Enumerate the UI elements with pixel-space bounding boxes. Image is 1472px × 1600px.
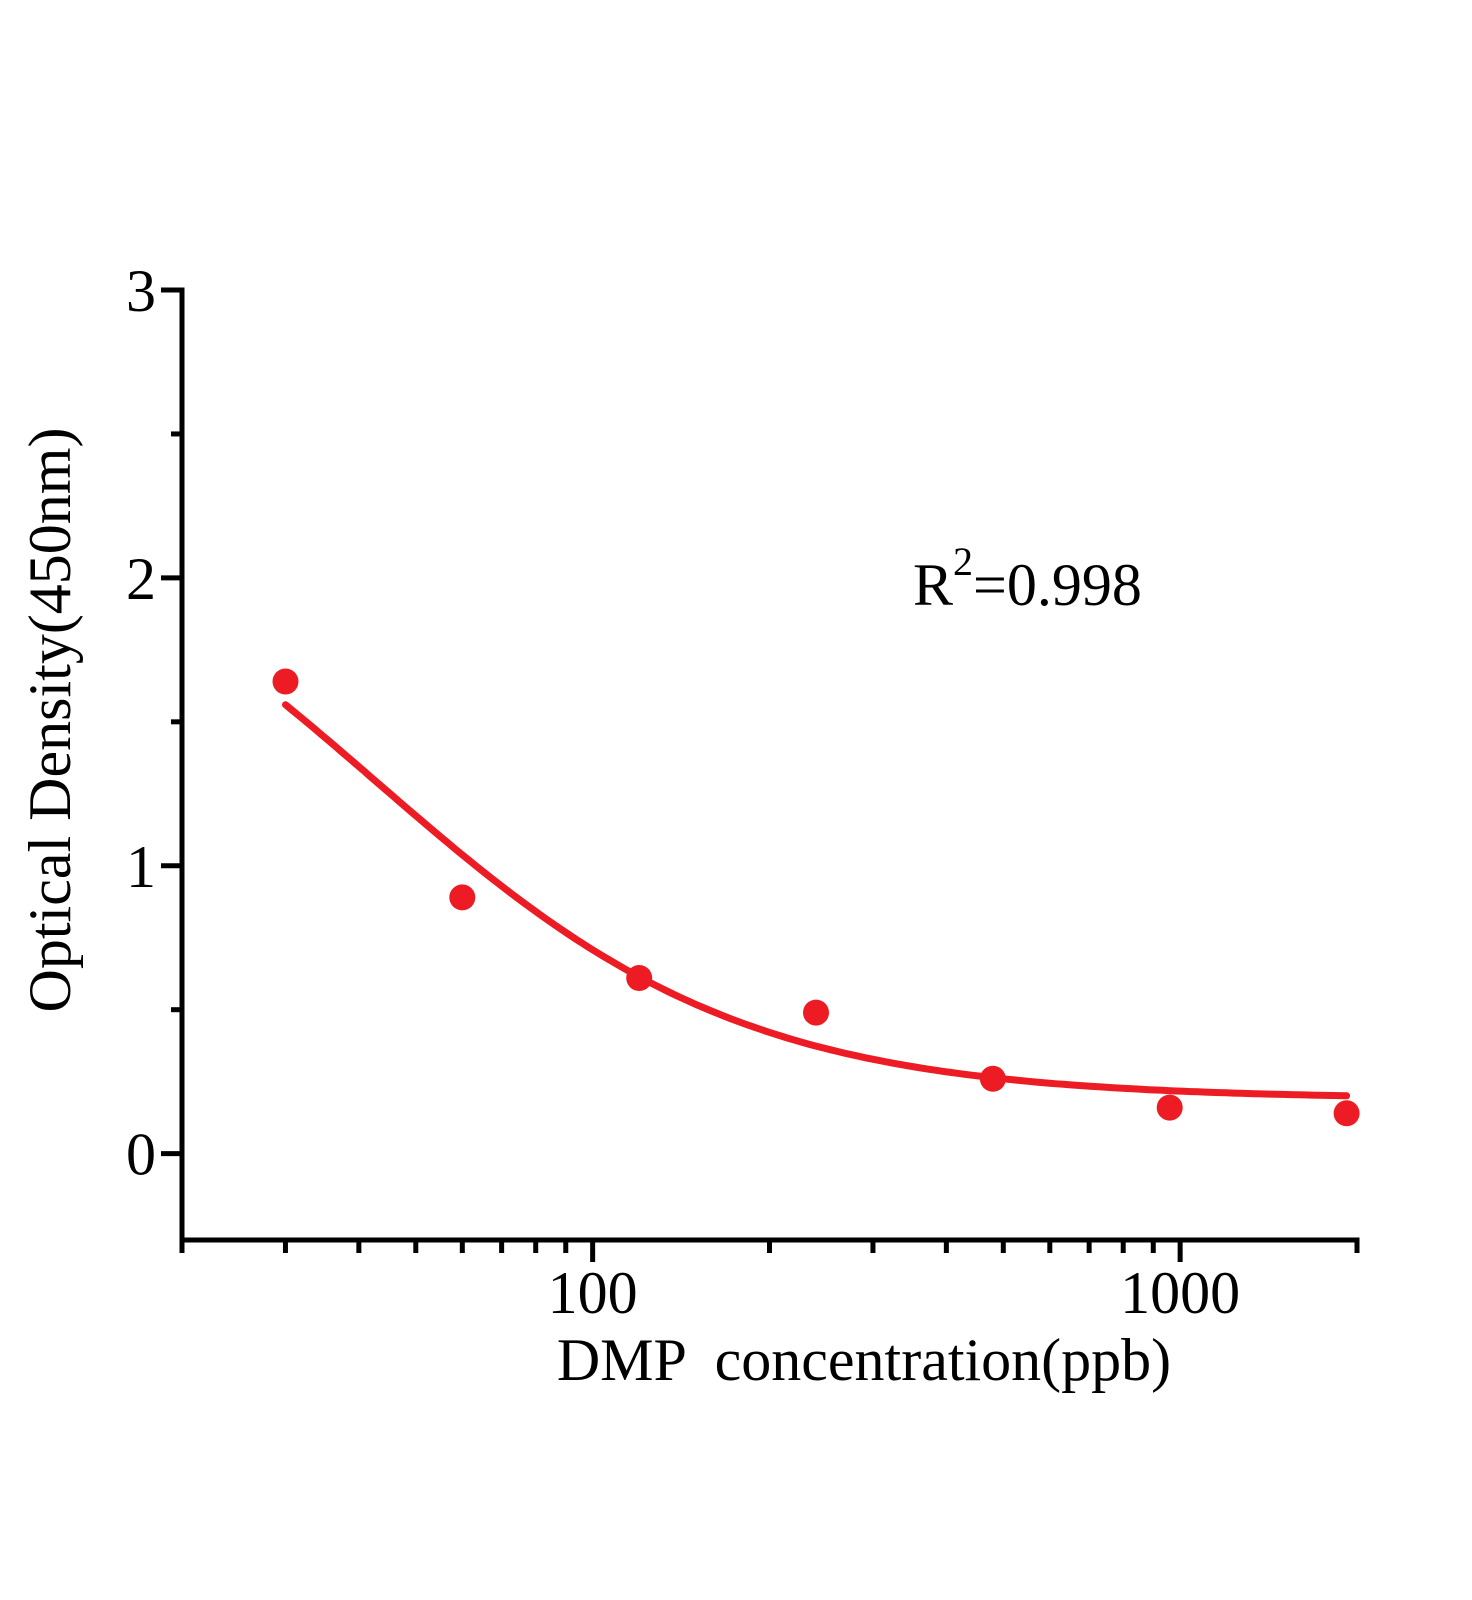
data-point (449, 884, 476, 911)
y-tick-label: 1 (126, 834, 156, 900)
x-tick-label: 100 (548, 1260, 638, 1326)
data-points (272, 668, 1360, 1127)
annotation-superscript: 2 (953, 539, 973, 584)
fit-curve (282, 701, 1351, 1100)
data-point (979, 1065, 1006, 1092)
x-axis-title: DMP concentration(ppb) (557, 1327, 1171, 1393)
y-axis-title: Optical Density(450nm) (17, 428, 83, 1013)
annotation-base: R (913, 552, 953, 618)
y-tick-label: 0 (126, 1122, 156, 1188)
annotation-value: =0.998 (973, 552, 1142, 618)
r-squared-annotation: R2=0.998 (913, 539, 1142, 618)
data-point (1333, 1100, 1360, 1127)
data-point (272, 668, 299, 695)
x-axis: 100 1000 (179, 1237, 1360, 1326)
data-point (626, 965, 653, 991)
y-tick-label: 2 (126, 546, 156, 612)
data-point (803, 999, 829, 1026)
y-tick-label: 3 (126, 258, 156, 324)
x-tick-label: 1000 (1120, 1260, 1240, 1326)
data-point (1156, 1094, 1183, 1121)
y-axis: 0 1 2 3 (126, 258, 185, 1243)
